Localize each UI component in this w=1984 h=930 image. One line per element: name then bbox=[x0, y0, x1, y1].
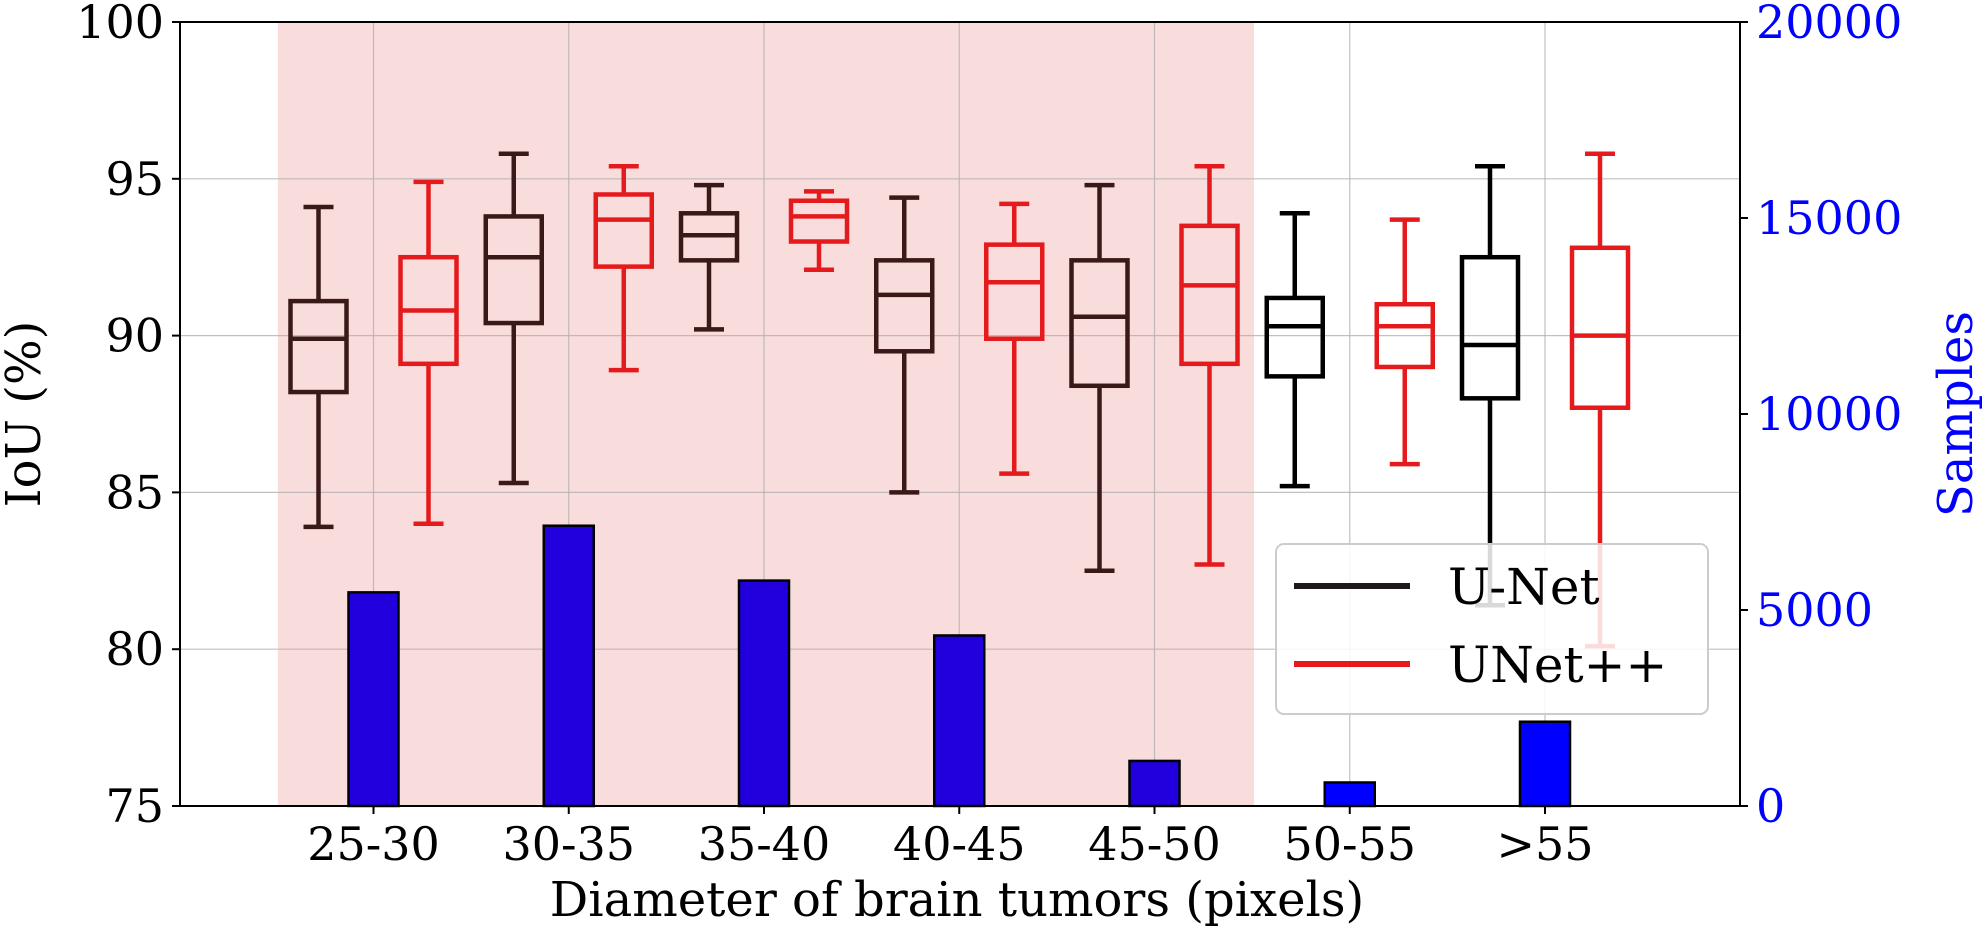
x-axis-label: Diameter of brain tumors (pixels) bbox=[550, 872, 1364, 928]
samples-bar-2 bbox=[737, 579, 791, 808]
unet-box-0-iqr bbox=[288, 298, 349, 395]
legend-label-unet: U-Net bbox=[1448, 558, 1600, 616]
unet-box-1-iqr bbox=[483, 214, 544, 326]
right-tick-label-3: 15000 bbox=[1756, 191, 1902, 245]
unetpp-box-2 bbox=[788, 189, 850, 272]
samples-bar-1 bbox=[542, 524, 595, 808]
right-tick-label-2: 10000 bbox=[1756, 387, 1902, 441]
left-tick-label-1: 80 bbox=[105, 622, 164, 676]
x-tick-label-5: 50-55 bbox=[1283, 817, 1416, 871]
samples-bar-3 bbox=[933, 634, 986, 808]
x-tick-label-2: 35-40 bbox=[698, 817, 831, 871]
box-plots bbox=[288, 151, 1631, 649]
left-y-ticks: 75 80 85 90 95 100 bbox=[76, 0, 180, 833]
unet-box-6-iqr bbox=[1459, 254, 1521, 401]
legend-label-unetpp: UNet++ bbox=[1448, 636, 1667, 694]
samples-bar-6 bbox=[1518, 720, 1572, 808]
unetpp-box-5-iqr bbox=[1374, 301, 1435, 370]
y-axis-label-right: Samples bbox=[1928, 311, 1984, 517]
unet-box-4-iqr bbox=[1069, 258, 1130, 389]
unet-box-1 bbox=[483, 151, 544, 486]
unet-box-4 bbox=[1069, 182, 1130, 574]
unet-box-2 bbox=[678, 182, 740, 332]
unetpp-box-1-iqr bbox=[593, 192, 654, 269]
unet-box-5-iqr bbox=[1264, 295, 1325, 379]
x-tick-label-3: 40-45 bbox=[893, 817, 1026, 871]
unetpp-box-5 bbox=[1374, 217, 1435, 467]
unet-box-3-iqr bbox=[874, 258, 935, 354]
unetpp-box-4-iqr bbox=[1179, 223, 1240, 367]
left-tick-label-5: 100 bbox=[76, 0, 164, 49]
unetpp-box-2-iqr bbox=[788, 198, 850, 244]
left-tick-label-0: 75 bbox=[105, 779, 164, 833]
x-tick-label-1: 30-35 bbox=[502, 817, 635, 871]
left-tick-label-4: 95 bbox=[105, 152, 164, 206]
unetpp-box-4 bbox=[1179, 164, 1240, 567]
x-ticks: 25-30 30-35 35-40 40-45 45-50 50-55 >55 bbox=[307, 806, 1594, 871]
y-axis-label-left: IoU (%) bbox=[0, 321, 52, 508]
unet-box-5 bbox=[1264, 211, 1325, 489]
unetpp-box-3 bbox=[984, 201, 1045, 476]
unet-box-0 bbox=[288, 204, 349, 530]
left-tick-label-2: 85 bbox=[105, 465, 164, 519]
right-tick-label-4: 20000 bbox=[1756, 0, 1902, 49]
unetpp-box-3-iqr bbox=[984, 242, 1045, 341]
legend: U-Net UNet++ bbox=[1275, 543, 1709, 715]
right-tick-label-1: 5000 bbox=[1756, 583, 1873, 637]
x-tick-label-0: 25-30 bbox=[307, 817, 440, 871]
left-tick-label-3: 90 bbox=[105, 309, 164, 363]
unetpp-box-0 bbox=[398, 179, 459, 527]
samples-bar-0 bbox=[347, 591, 400, 808]
samples-bar-4 bbox=[1128, 759, 1181, 808]
x-tick-label-6: >55 bbox=[1496, 817, 1593, 871]
right-tick-label-0: 0 bbox=[1756, 779, 1785, 833]
unetpp-box-6-iqr bbox=[1569, 245, 1631, 410]
samples-bar-5 bbox=[1323, 781, 1376, 808]
x-tick-label-4: 45-50 bbox=[1088, 817, 1221, 871]
unetpp-box-1 bbox=[593, 164, 654, 373]
samples-bars bbox=[347, 524, 1572, 808]
unet-box-6 bbox=[1459, 164, 1521, 608]
unet-box-3 bbox=[874, 195, 935, 495]
right-y-ticks: 0 5000 10000 15000 20000 bbox=[1740, 0, 1902, 833]
